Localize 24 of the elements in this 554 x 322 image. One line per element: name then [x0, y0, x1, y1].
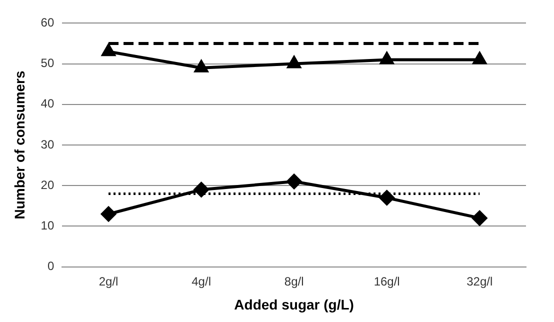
- x-tick-label: 32g/l: [466, 274, 493, 288]
- y-tick-label: 40: [40, 96, 54, 111]
- y-tick-label: 10: [40, 218, 54, 233]
- y-tick-label: 0: [47, 259, 54, 274]
- y-axis-title: Number of consumers: [11, 70, 28, 220]
- y-tick-label: 60: [40, 16, 54, 30]
- y-tick-label: 50: [40, 56, 54, 70]
- point: [101, 206, 116, 222]
- point: [286, 174, 302, 190]
- point: [472, 52, 486, 64]
- point: [194, 182, 209, 198]
- x-tick-label: 2g/l: [98, 274, 118, 288]
- point: [379, 190, 394, 206]
- point: [287, 56, 301, 68]
- x-axis-title: Added sugar (g/L): [234, 296, 354, 312]
- y-tick-label: 20: [40, 178, 54, 192]
- x-tick-label: 4g/l: [192, 274, 211, 288]
- point: [380, 52, 394, 64]
- point: [102, 44, 116, 56]
- point: [194, 60, 208, 72]
- x-tick-label: 8g/l: [284, 274, 304, 288]
- x-tick-label: 16g/l: [374, 274, 400, 288]
- y-tick-label: 30: [40, 137, 54, 152]
- point: [472, 210, 488, 226]
